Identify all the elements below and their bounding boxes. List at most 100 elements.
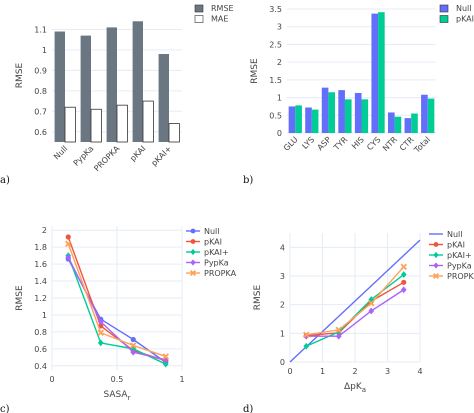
panel-d-legend-label: Null xyxy=(447,230,463,239)
panel-c-ytick-label: 2 xyxy=(42,226,47,235)
panel-c-ytick-label: 1.4 xyxy=(34,277,47,286)
panel-d-xtick-label: 4 xyxy=(417,367,422,376)
panel-d-point-pypka xyxy=(368,307,375,315)
panel-a-ylabel: RMSE xyxy=(15,62,25,88)
panel-c-xtick-label: 0 xyxy=(49,375,54,384)
panel-c-point-pypka xyxy=(97,318,104,326)
panel-b-bar-null xyxy=(387,112,395,133)
panel-c-point-pkai xyxy=(65,234,71,240)
panel-d-legend-marker xyxy=(432,272,440,280)
panel-a-ytick-label: 0.6 xyxy=(34,128,47,137)
panel-b-bar-null xyxy=(371,13,379,134)
panel-d-point-pkai xyxy=(303,342,310,350)
panel-d-legend-marker xyxy=(433,262,439,269)
panel-b-ytick-label: 1.5 xyxy=(269,76,282,85)
panel-d-ytick-label: 0 xyxy=(280,358,285,367)
panel-b-ytick-label: 2 xyxy=(277,58,282,67)
panel-b-bar-pkai xyxy=(394,116,402,133)
panel-d-legend-label: PypKa xyxy=(447,262,472,271)
panel-b-xtick-label: Total xyxy=(412,135,432,155)
panel-label-a: a) xyxy=(0,175,10,186)
panel-d-ytick-label: 1 xyxy=(280,329,285,338)
panel-b-bar-pkai xyxy=(411,113,418,133)
panel-a-legend-swatch xyxy=(194,15,204,23)
panel-c-legend-marker xyxy=(190,248,196,256)
panel-d-point-propka xyxy=(303,331,310,339)
panel-a-legend-label: MAE xyxy=(211,15,228,24)
panel-c-point-propka xyxy=(65,240,72,248)
panel-d-line-propka xyxy=(306,266,405,336)
panel-b-xtick-label: CYS xyxy=(365,135,382,152)
panel-b-bar-null xyxy=(354,92,362,133)
panel-c-ytick-label: 1 xyxy=(42,311,47,320)
panel-d-line-pypka xyxy=(306,289,405,337)
panel-c-point-propka xyxy=(97,329,104,336)
panel-c-legend-label: pKAI+ xyxy=(204,248,229,257)
panel-b-bar-pkai xyxy=(328,92,336,133)
panel-a-bar-rmse xyxy=(80,35,91,142)
panel-b-xtick-label: LYS xyxy=(300,135,316,151)
panel-d-point-propka xyxy=(368,299,375,307)
panel-b-bar-pkai xyxy=(378,12,385,134)
panel-b-bar-null xyxy=(321,87,329,133)
panel-a-xtick-label: PROPKA xyxy=(92,144,121,173)
panel-c-xtick-label: 1 xyxy=(179,375,184,384)
panel-c-legend-marker xyxy=(190,228,196,234)
panel-c-legend-marker xyxy=(190,259,196,266)
panel-b-legend-swatch xyxy=(439,4,449,13)
panel-label-b: b) xyxy=(243,175,253,186)
panel-a-legend-label: RMSE xyxy=(211,4,234,13)
panel-d-ytick-label: 4 xyxy=(280,243,285,252)
panel-label-d: d) xyxy=(243,404,253,413)
panel-d-legend-marker xyxy=(433,242,439,247)
panel-a-bar-mae xyxy=(142,100,154,143)
panel-c-point-pypka xyxy=(130,348,137,356)
panel-d-ylabel: RMSE xyxy=(253,284,263,310)
panel-d-ytick-label: 2 xyxy=(280,301,285,310)
panel-c-ytick-label: 0.4 xyxy=(34,362,47,371)
panel-a-ytick-label: 1.1 xyxy=(34,25,47,34)
panel-a-legend-swatch xyxy=(194,4,204,13)
panel-a-xtick-label: pKAI xyxy=(128,144,147,163)
panel-b-ylabel: RMSE xyxy=(250,58,260,84)
panel-b-bar-null xyxy=(288,106,296,133)
panel-a-bar-rmse xyxy=(106,27,117,143)
panel-c-ytick-label: 1.6 xyxy=(34,260,47,269)
panel-a-ytick-label: 1 xyxy=(42,46,47,55)
panel-a-bar-mae xyxy=(64,106,76,143)
panel-a-xtick-label: PypKa xyxy=(72,144,96,168)
panel-c-point-null xyxy=(130,336,136,343)
panel-b-legend-label: Null xyxy=(456,4,472,13)
panel-d-legend-label: PROPKA xyxy=(447,272,474,281)
panel-b-bar-null xyxy=(305,107,312,133)
panel-d-ytick-label: 3 xyxy=(280,272,285,281)
panel-c-point-pkai xyxy=(162,360,169,368)
panel-b-bar-pkai xyxy=(295,105,302,133)
panel-a-ytick-label: 0.7 xyxy=(34,107,47,116)
panel-b-bar-pkai xyxy=(344,99,352,133)
panel-b-legend-label: pKAI+ xyxy=(456,15,474,24)
panel-a-xtick-label: pKAI+ xyxy=(150,144,174,168)
panel-d-point-pkai xyxy=(401,279,407,285)
panel-d-legend-label: pKAI+ xyxy=(447,251,472,260)
panel-d-line-null xyxy=(289,239,421,363)
panel-c-point-propka xyxy=(130,342,137,349)
panel-d-xtick-label: 3 xyxy=(385,367,390,376)
panel-d-point-pypka xyxy=(335,332,342,340)
panel-c-ytick-label: 1.2 xyxy=(34,294,47,303)
panel-a-ytick-label: 0.9 xyxy=(34,66,47,75)
panel-b-xtick-label: ASP xyxy=(316,135,333,152)
panel-c-legend-marker xyxy=(190,239,196,244)
panel-d-legend-marker xyxy=(433,251,439,259)
panel-b-ytick-label: 1 xyxy=(277,94,282,103)
panel-c-point-pkai xyxy=(97,339,104,347)
panel-d-xlabel: ΔpKa xyxy=(344,382,366,394)
panel-a-bar-mae xyxy=(168,123,180,143)
panel-b-bar-null xyxy=(338,90,345,133)
panel-d-xtick-label: 0 xyxy=(287,367,292,376)
panel-label-c: c) xyxy=(0,404,10,413)
panel-b-xtick-label: HIS xyxy=(350,135,366,151)
